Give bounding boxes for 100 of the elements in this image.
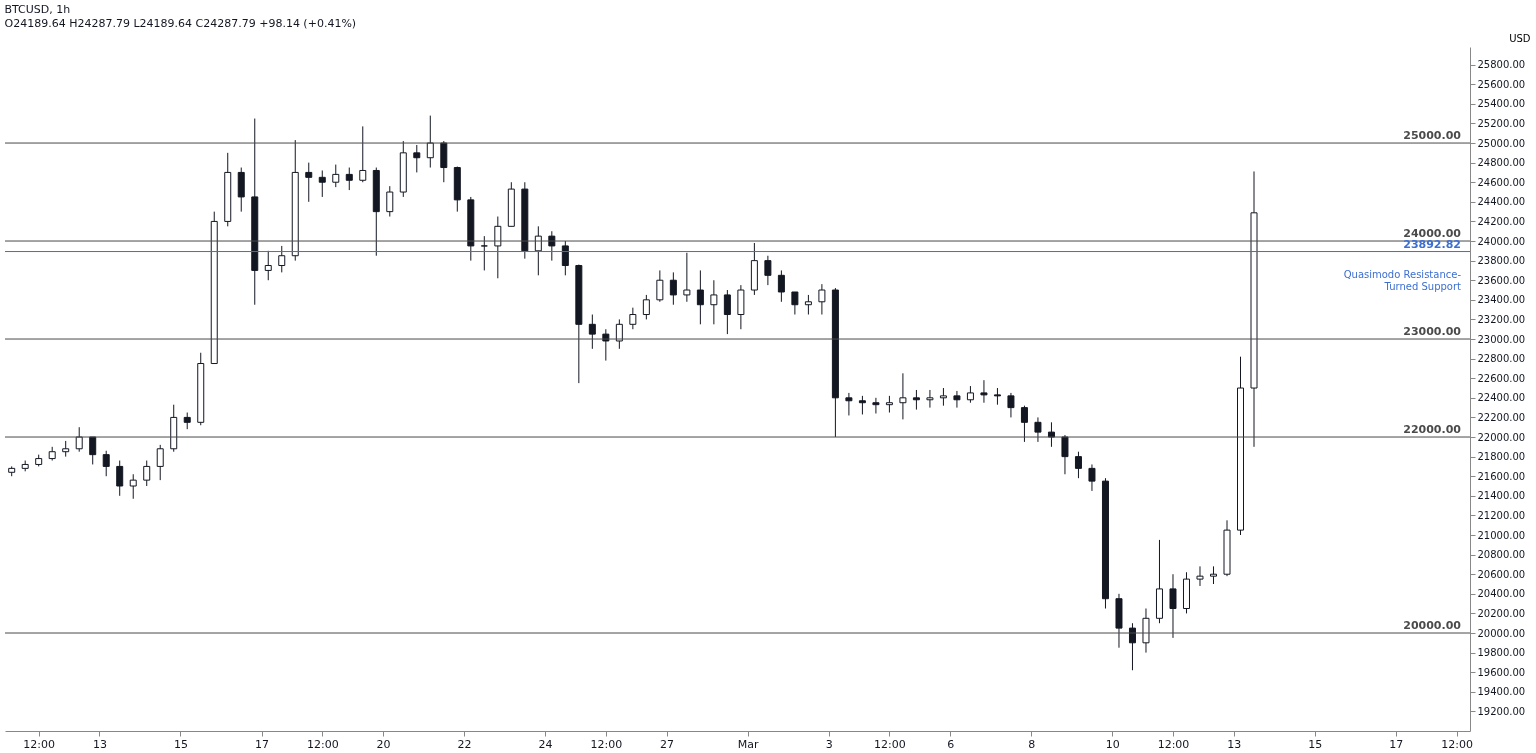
y-tick-label: 21600.00 [1477,470,1526,482]
candlestick [791,291,799,316]
y-tick-label: 23600.00 [1477,274,1526,286]
y-tick-label: 22800.00 [1477,353,1526,365]
candlestick [1020,405,1028,443]
candlestick [899,372,907,420]
candlestick [102,450,110,477]
y-tick-label: 25600.00 [1477,78,1526,90]
candlestick [345,167,353,191]
x-tick-label: 12:00 [874,737,906,751]
y-tick-label: 19800.00 [1477,647,1526,659]
candlestick [426,115,434,169]
y-tick-label: 22000.00 [1477,431,1526,443]
x-tick-label: 12:00 [23,737,56,751]
y-tick-label: 24400.00 [1477,196,1526,208]
chart-subtitle: O24189.64 H24287.79 L24189.64 C24287.79 +98.14 (+0.41%) [4,17,357,30]
y-tick-label: 20800.00 [1477,549,1526,561]
x-tick-label: 12:00 [1157,737,1190,751]
y-tick-label: 20000.00 [1477,627,1526,639]
candlestick [1169,573,1177,639]
annotation: Quasimodo Resistance-Turned Support [1343,268,1462,292]
x-tick-label: 12:00 [306,737,339,751]
candlestick [494,216,502,279]
x-tick-label: 13 [1227,737,1242,751]
y-tick-label: 20400.00 [1477,588,1526,600]
y-tick-label: 24600.00 [1477,176,1526,188]
candlestick [764,255,772,286]
y-tick-label: 25800.00 [1477,59,1526,71]
y-tick-label: 25200.00 [1477,117,1526,129]
candlestick [669,271,677,306]
candlestick [629,307,637,330]
candlestick [858,395,866,415]
x-tick-label: 12:00 [1441,737,1473,751]
y-axis-title: USD [1509,32,1531,44]
candlestick [561,240,569,276]
candlestick [264,250,272,281]
x-tick-label: Mar [737,737,759,751]
x-tick-label: 17 [1389,737,1404,751]
x-tick-label: 17 [255,737,269,751]
candlestick [413,144,421,173]
candlestick [386,185,394,218]
x-tick-label: 10 [1105,737,1120,751]
y-tick-label: 24000.00 [1477,235,1526,247]
y-tick-label: 21000.00 [1477,529,1526,541]
candlestick [818,283,826,316]
candlestick [534,225,542,276]
y-tick-label: 19200.00 [1477,705,1526,717]
candlestick [804,294,812,316]
candlestick [318,169,326,198]
y-tick-label: 21400.00 [1477,490,1526,502]
y-tick-label: 23800.00 [1477,255,1526,267]
candlestick [642,294,650,320]
ref-line-label: 22000.00 [1403,423,1462,437]
ref-line-label: 25000.00 [1403,129,1462,143]
y-tick-label: 22400.00 [1477,392,1526,404]
candlestick [683,252,691,303]
candlestick [953,390,961,409]
y-tick-label: 20600.00 [1477,568,1526,580]
candlestick [332,164,340,188]
candlestick [129,473,137,500]
y-tick-label: 22600.00 [1477,372,1526,384]
y-tick-label: 23000.00 [1477,333,1526,345]
candlestick [912,389,920,411]
candlestick [1196,565,1204,587]
candlestick [872,397,880,414]
x-tick-label: 27 [660,737,675,751]
y-tick-label: 23200.00 [1477,313,1526,325]
x-tick-label: 20 [376,737,391,751]
ref-line-label: 20000.00 [1403,619,1462,633]
y-tick-label: 21800.00 [1477,451,1526,463]
candlestick [480,235,488,271]
candlestick [845,392,853,416]
candlestick [1034,416,1042,443]
candlestick [305,162,313,203]
candlestick [143,460,151,487]
candlestick [710,279,718,325]
y-tick-label: 24800.00 [1477,157,1526,169]
x-tick-label: 24 [538,737,553,751]
x-tick-label: 15 [173,737,188,751]
x-tick-label: 12:00 [590,737,623,751]
x-tick-label: 22 [457,737,472,751]
candlestick [1074,451,1082,479]
ref-line-label: 23000.00 [1403,325,1462,339]
x-tick-label: 3 [825,737,833,751]
y-tick-label: 25400.00 [1477,98,1526,110]
x-tick-label: 8 [1028,737,1036,751]
candlestick [278,245,286,273]
candlestick [1007,392,1015,418]
y-tick-label: 24200.00 [1477,215,1526,227]
y-tick-label: 23400.00 [1477,294,1526,306]
candlestick [1128,622,1136,671]
candlestick [777,269,785,303]
candlestick [723,289,731,335]
y-tick-label: 19600.00 [1477,666,1526,678]
candlestick [696,269,704,325]
candlestick [156,444,164,481]
candlestick [89,436,97,465]
y-tick-label: 20200.00 [1477,607,1526,619]
x-tick-label: 15 [1308,737,1323,751]
y-tick-label: 22200.00 [1477,411,1526,423]
